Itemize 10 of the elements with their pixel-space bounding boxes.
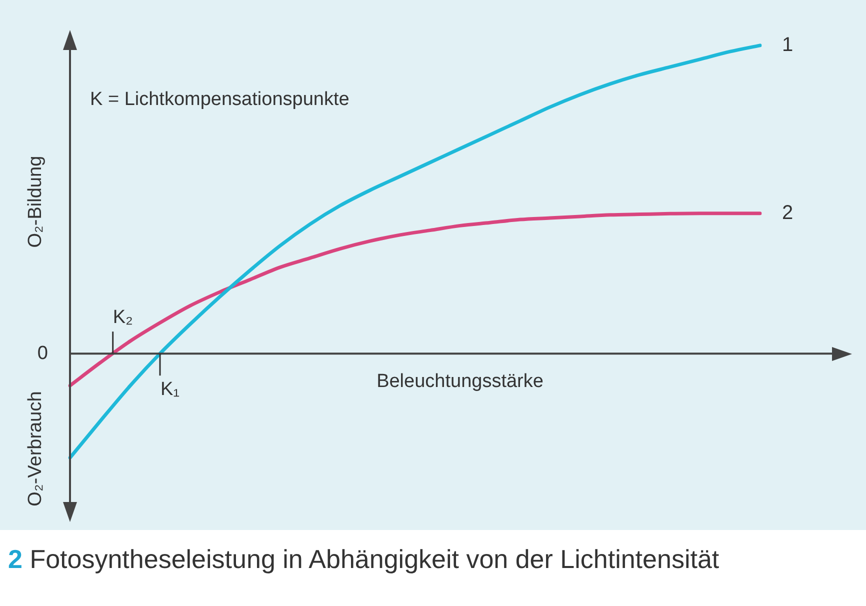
series-label: 1	[782, 34, 794, 56]
x-axis-title: Beleuchtungsstärke	[376, 370, 544, 392]
text: 0	[37, 342, 48, 364]
series-label: 2	[782, 202, 794, 224]
annotation: K₁	[160, 378, 180, 400]
annotation: K₂	[112, 306, 133, 328]
annotation: K = Lichtkompensationspunkte	[90, 89, 350, 110]
text: O₂-Verbrauch	[25, 391, 46, 506]
text: 2 Fotosyntheseleistung in Abhängigkeit von der Lichtintensität	[8, 544, 720, 575]
y-axis-title: O₂-Bildung	[25, 156, 46, 248]
